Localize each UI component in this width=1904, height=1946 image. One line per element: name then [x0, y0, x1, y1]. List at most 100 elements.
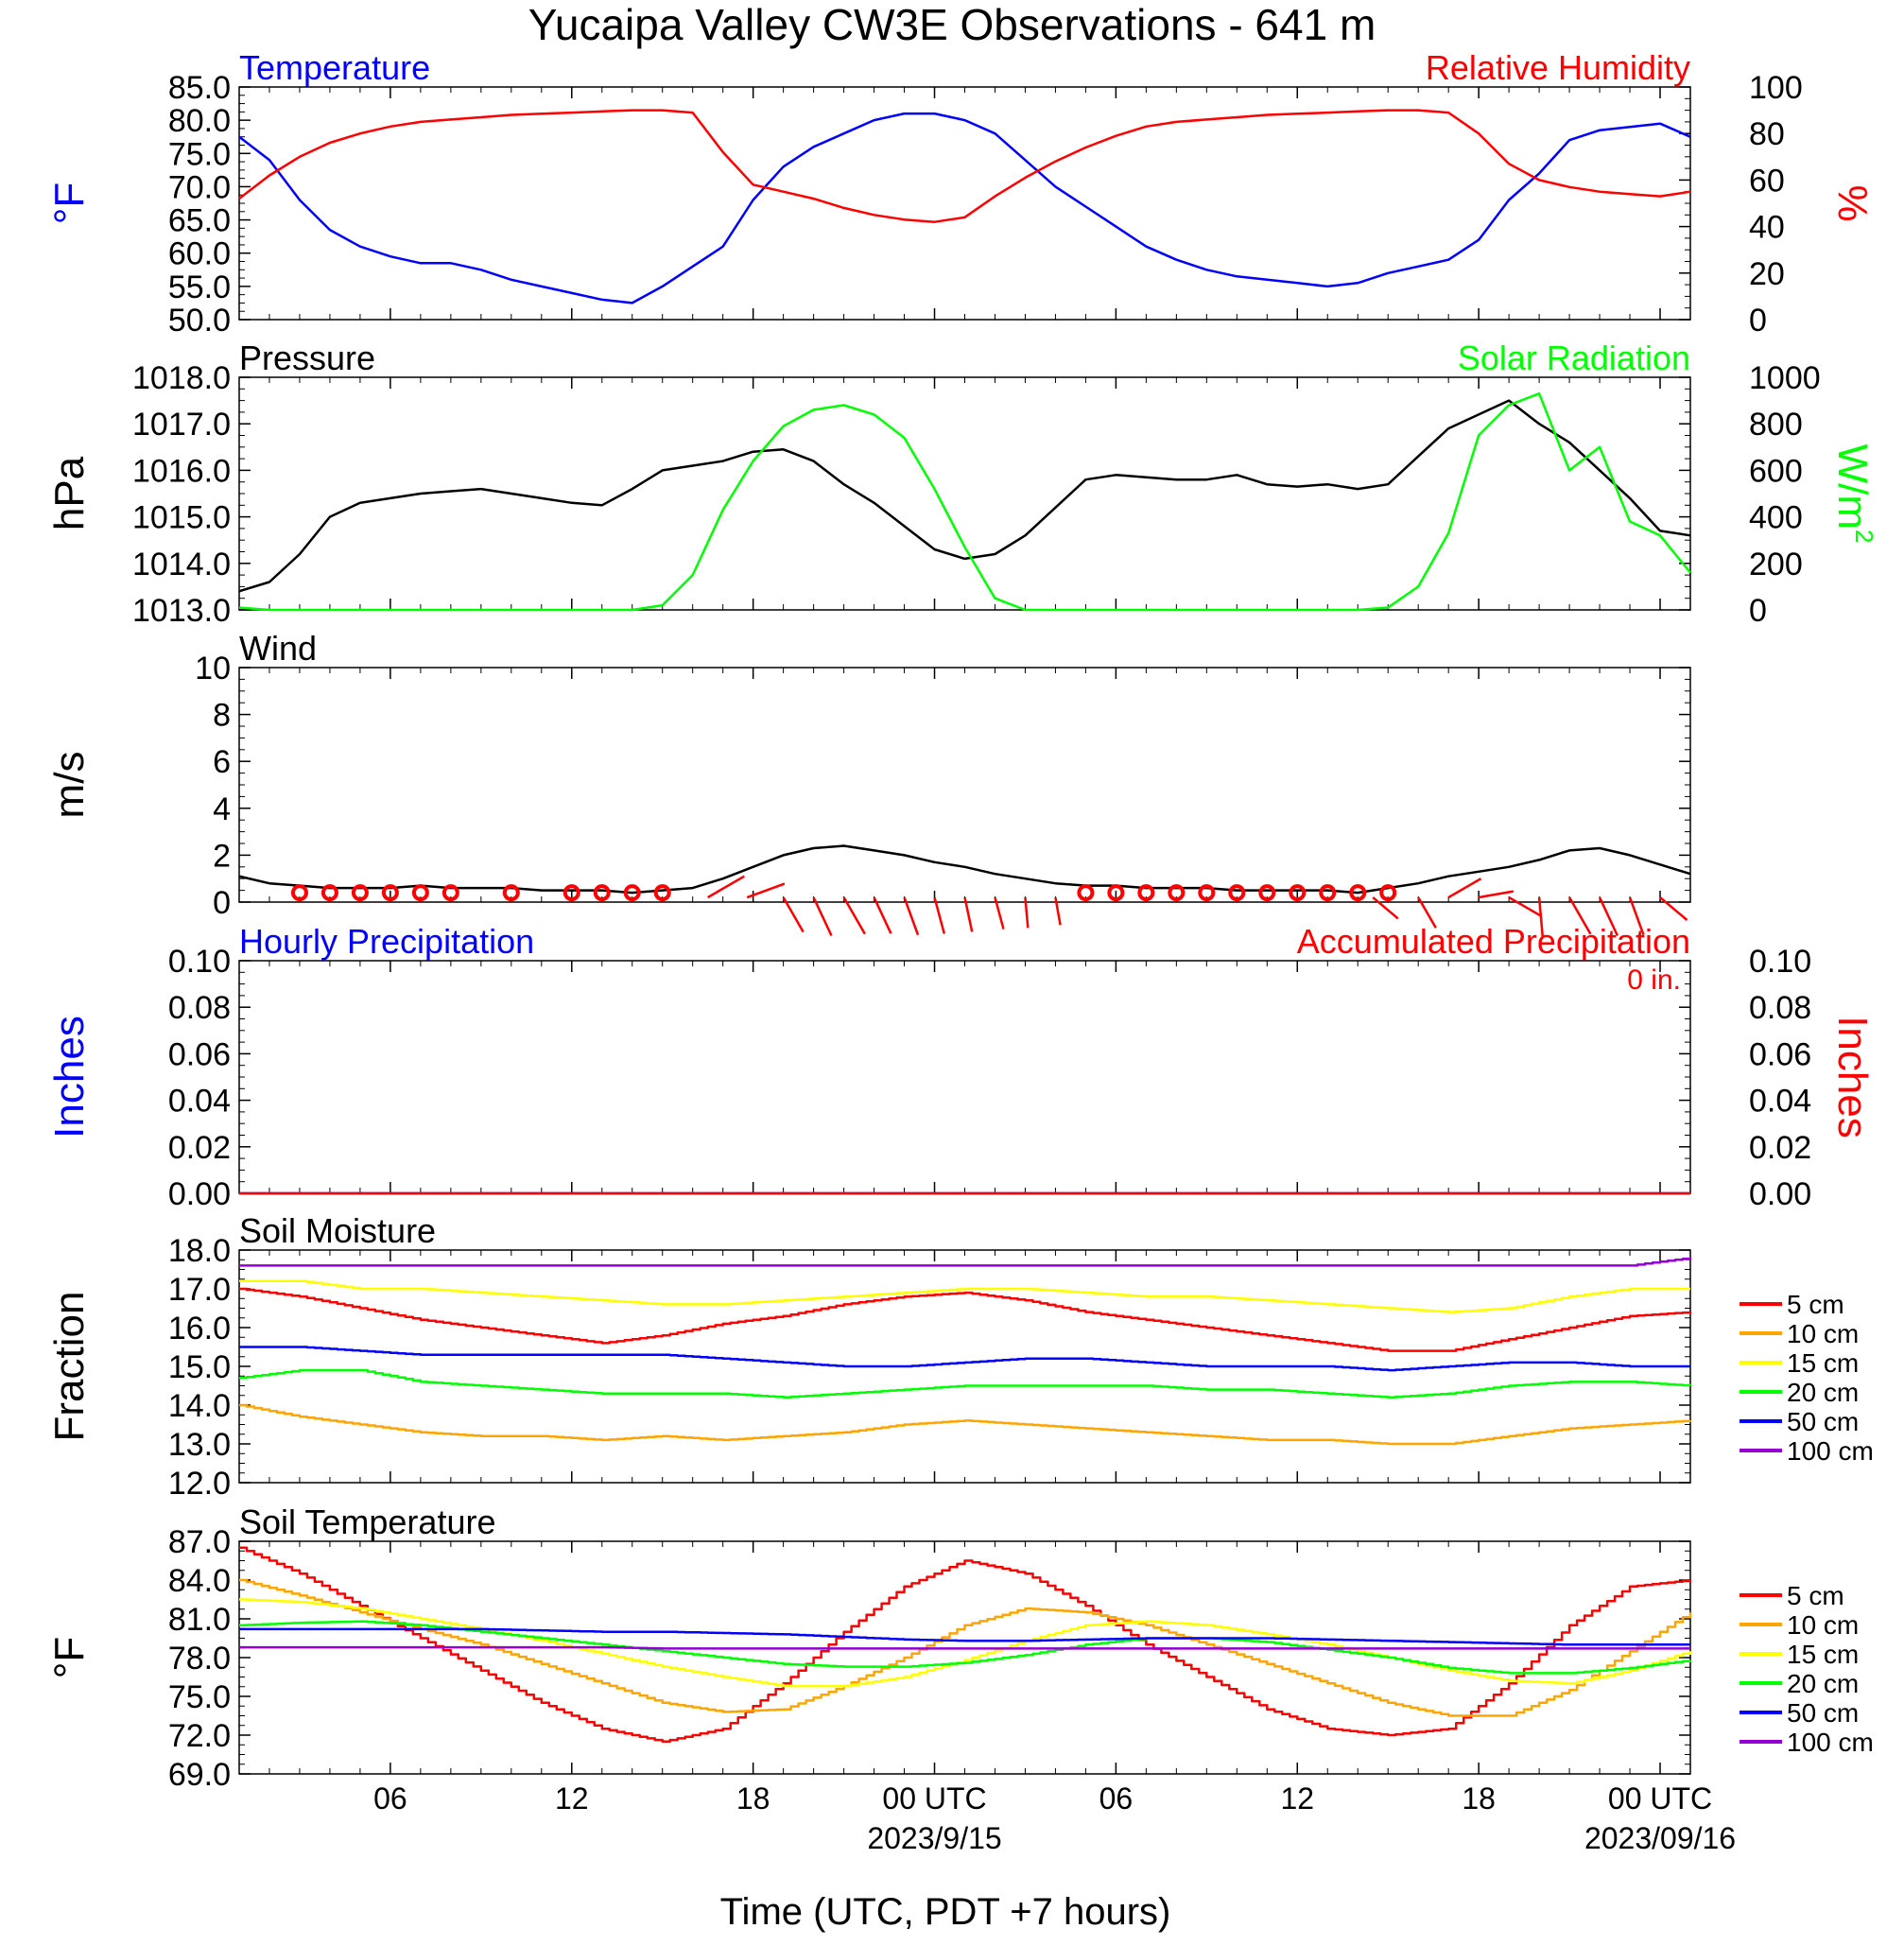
temp-rh-frame [238, 86, 1691, 321]
left-tick-label: 81.0 [168, 1602, 231, 1638]
right-axis-label: % [1829, 184, 1876, 221]
right-tick-label: 800 [1749, 407, 1803, 443]
right-tick-label: 100 [1749, 70, 1803, 106]
calm-wind-marker [1137, 884, 1155, 902]
series-50-cm-line [239, 1346, 1690, 1372]
right-tick-label: 200 [1749, 547, 1803, 582]
right-tick-label: 40 [1749, 210, 1785, 246]
calm-wind-marker [502, 884, 520, 902]
chart-panels: 50.055.060.065.070.075.080.085.002040608… [46, 48, 1878, 1793]
calm-wind-marker [623, 884, 641, 902]
left-tick-label: 75.0 [168, 136, 231, 172]
left-tick-label: 4 [213, 791, 231, 827]
left-tick-label: 1015.0 [132, 500, 231, 536]
left-tick-label: 0.00 [168, 1176, 231, 1212]
right-tick-label: 0.08 [1749, 990, 1811, 1026]
right-tick-label: 0.02 [1749, 1130, 1811, 1166]
legend-label: 100 cm [1787, 1728, 1874, 1757]
wind-barb [933, 896, 946, 934]
left-axis-label: m/s [46, 752, 93, 819]
date-label: 2023/9/15 [867, 1821, 1001, 1855]
wind-barb [812, 896, 833, 937]
legend-label: 100 cm [1787, 1436, 1874, 1466]
figure-title: Yucaipa Valley CW3E Observations - 641 m [528, 0, 1376, 49]
pressure-solar-panel: 1013.0 1014.0 1015.0 1016.0 1017.0 1018.0 0 200… [46, 339, 1878, 629]
right-tick-label: 60 [1749, 163, 1785, 199]
calm-wind-marker [441, 884, 459, 902]
wind-barb [1478, 890, 1515, 899]
left-tick-label: 60.0 [168, 236, 231, 272]
left-tick-label: 65.0 [168, 203, 231, 239]
time-axis: 06 12 18 00 UTC 2023/9/15 06 12 18 00 UTC 2023/09… [373, 1781, 1736, 1855]
panel-title-wind: Wind [239, 629, 317, 668]
wind-barb [707, 875, 745, 899]
wind-barb [1024, 896, 1030, 929]
panel-title-accumulated-precipitation: Accumulated Precipitation [1297, 922, 1690, 961]
calm-wind-marker [1349, 884, 1367, 902]
precip-frame [238, 960, 1691, 1194]
time-tick-label: 00 UTC [1608, 1781, 1712, 1816]
time-tick-label: 12 [555, 1781, 589, 1816]
calm-wind-marker [1289, 884, 1307, 902]
calm-wind-marker [351, 884, 369, 902]
series-5-cm-line [239, 1287, 1692, 1352]
series-20-cm-line [239, 1368, 1692, 1399]
panel-title-temperature: Temperature [239, 48, 430, 87]
left-tick-label: 16.0 [168, 1311, 231, 1347]
time-tick-label: 06 [373, 1781, 407, 1816]
calm-wind-marker [1077, 884, 1095, 902]
date-label: 2023/09/16 [1584, 1821, 1736, 1855]
left-tick-label: 69.0 [168, 1757, 231, 1793]
right-tick-label: 600 [1749, 453, 1803, 489]
panel-title-soil-temperature: Soil Temperature [239, 1503, 495, 1541]
series-100-cm-line [239, 1257, 1692, 1267]
calm-wind-marker [1107, 884, 1125, 902]
time-tick-label: 00 UTC [882, 1781, 986, 1816]
time-tick-label: 06 [1099, 1781, 1134, 1816]
accumulated-total-label: 0 in. [1627, 964, 1681, 996]
legend-label: 15 cm [1787, 1640, 1859, 1669]
x-axis-label: Time (UTC, PDT +7 hours) [720, 1891, 1171, 1933]
left-tick-label: 55.0 [168, 269, 231, 305]
legend-label: 50 cm [1787, 1698, 1859, 1728]
left-tick-label: 70.0 [168, 169, 231, 205]
right-tick-label: 400 [1749, 500, 1803, 536]
right-tick-label: 0.04 [1749, 1084, 1811, 1120]
right-tick-label: 0.10 [1749, 944, 1811, 980]
series-15-cm-line [239, 1279, 1690, 1313]
time-tick-label: 18 [736, 1781, 770, 1816]
left-tick-label: 13.0 [168, 1427, 231, 1463]
left-tick-label: 84.0 [168, 1563, 231, 1599]
panel-title-hourly-precipitation: Hourly Precipitation [239, 922, 534, 961]
legend-label: 10 cm [1787, 1610, 1859, 1640]
calm-wind-marker [411, 884, 429, 902]
left-tick-label: 1017.0 [132, 407, 231, 443]
wind-barb [1417, 896, 1437, 929]
right-tick-label: 0.06 [1749, 1036, 1811, 1072]
left-tick-label: 14.0 [168, 1388, 231, 1424]
calm-wind-marker [1319, 884, 1337, 902]
left-tick-label: 1018.0 [132, 360, 231, 396]
legend-label: 20 cm [1787, 1378, 1859, 1407]
right-axis-label: Inches [1829, 1016, 1876, 1138]
left-tick-label: 0.02 [168, 1130, 231, 1166]
right-tick-label: 80 [1749, 116, 1785, 152]
wind-barb [746, 882, 786, 899]
wind-barb [1537, 896, 1545, 938]
left-tick-label: 15.0 [168, 1349, 231, 1385]
legend-label: 5 cm [1787, 1290, 1844, 1319]
right-axis-label-superscript: 2 [1850, 530, 1878, 543]
time-tick-label: 18 [1462, 1781, 1496, 1816]
wind-barb [873, 896, 892, 934]
left-axis-label: °F [46, 182, 93, 224]
left-axis-label: Inches [46, 1016, 93, 1138]
left-tick-label: 85.0 [168, 70, 231, 106]
right-tick-label: 0 [1749, 303, 1767, 339]
series-50-cm-line [239, 1627, 1690, 1646]
right-tick-label: 20 [1749, 256, 1785, 292]
